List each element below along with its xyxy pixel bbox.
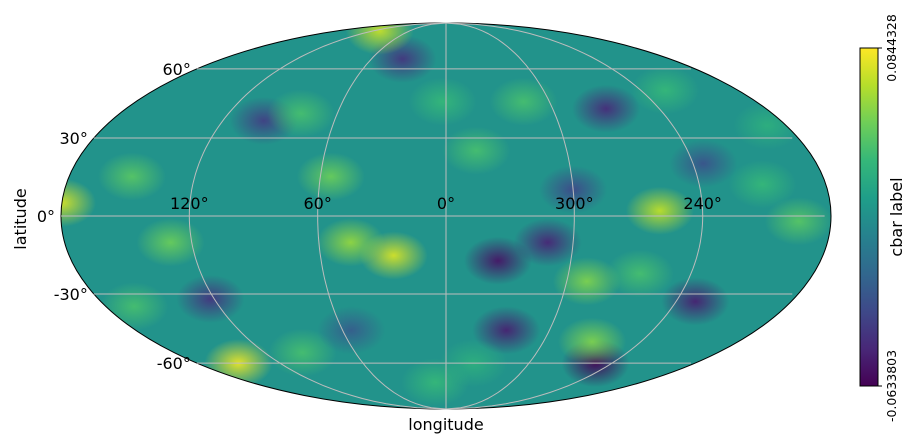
colorbar-title: cbar label [887,177,906,256]
lon-tick-label: 0° [437,194,455,213]
lon-tick-label: 300° [555,194,594,213]
field-blob [136,218,205,267]
lat-tick-label: -60° [157,354,191,373]
lon-tick-label: 60° [303,194,331,213]
field-blob [317,306,386,355]
lat-tick-label: 60° [163,60,191,79]
field-blob [176,274,245,323]
x-axis-label: longitude [408,415,483,434]
lon-tick-label: 240° [683,194,722,213]
lat-tick-label: -30° [54,285,88,304]
lon-tick-label: 120° [170,194,209,213]
field-blob [442,126,511,175]
field-blob [97,152,166,201]
graticule [61,22,825,410]
field-blob [316,218,385,267]
field-blob [408,77,477,126]
field-blob [345,23,414,55]
field-blob [733,101,802,150]
field-blob [728,160,797,209]
tick-labels: 120° 60° 0° 300° 240° 60° 30° 0° -30° -60° [37,60,722,373]
field-blob [100,282,169,331]
field-blob [558,317,627,366]
lat-tick-label: 0° [37,207,55,226]
colorbar: 0.0844328 -0.0633803 cbar label [859,14,906,422]
colorbar-max-label: 0.0844328 [884,14,899,82]
field-blob [296,152,365,201]
field-blob [605,249,674,298]
lat-tick-label: 30° [59,129,87,148]
field-blob [764,197,831,246]
field-blob [267,89,336,138]
field-blob [661,277,730,326]
field-blob [625,186,694,235]
field-blob [552,257,621,306]
field-blob [572,84,641,133]
field-blob [513,218,582,267]
field-blob [401,358,470,407]
field-blob [669,139,738,188]
colorbar-min-label: -0.0633803 [884,350,899,422]
y-axis-label: latitude [11,188,30,249]
field-blob [268,328,337,377]
field-blob [631,66,700,115]
colorbar-gradient [859,47,879,387]
field-blob [489,77,558,126]
